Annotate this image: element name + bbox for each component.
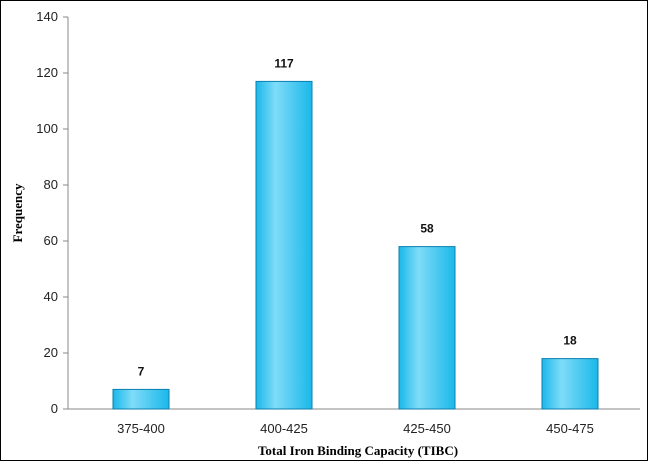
x-axis-ticks: 375-400 400-425 425-450 450-475 [117,421,594,436]
x-tick-label: 400-425 [260,421,308,436]
x-tick-label: 375-400 [117,421,165,436]
data-label-375-400: 7 [138,364,145,378]
y-tick-label: 60 [44,233,58,248]
bars: 7 117 58 18 [112,56,599,410]
y-tick-label: 0 [51,401,58,416]
x-tick-label: 425-450 [403,421,451,436]
y-tick-label: 20 [44,345,58,360]
y-tick-label: 140 [36,9,58,24]
y-tick-label: 120 [36,65,58,80]
data-label-450-475: 18 [563,334,577,348]
data-label-425-450: 58 [420,222,434,236]
bar-375-400 [112,388,170,410]
y-axis-ticks: 0 20 40 60 80 100 120 140 [36,9,68,416]
y-tick-label: 80 [44,177,58,192]
bar-400-425 [255,80,313,410]
bar-425-450 [398,246,456,410]
bar-450-475 [541,358,599,410]
y-axis-title: Frequency [10,183,25,242]
data-label-400-425: 117 [274,56,294,70]
y-tick-label: 40 [44,289,58,304]
x-tick-label: 450-475 [546,421,594,436]
y-tick-label: 100 [36,121,58,136]
x-axis-title: Total Iron Binding Capacity (TIBC) [258,443,458,458]
